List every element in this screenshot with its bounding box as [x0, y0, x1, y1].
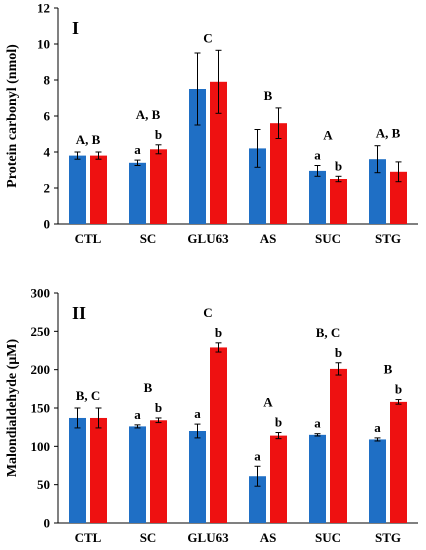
bar-annotation: b — [395, 382, 402, 397]
group-annotation: A — [323, 128, 333, 143]
bar-annotation: b — [155, 400, 162, 415]
bar — [129, 426, 146, 523]
y-tick-label: 250 — [31, 324, 51, 339]
bar — [309, 170, 326, 224]
bar-annotation: b — [275, 415, 282, 430]
y-tick-label: 50 — [37, 477, 50, 492]
group-annotation: B — [264, 88, 273, 103]
group-annotation: B — [144, 380, 153, 395]
group-annotation: A, B — [76, 132, 101, 147]
bar-annotation: a — [134, 407, 141, 422]
bar — [249, 148, 266, 224]
x-tick-label: AS — [260, 231, 277, 246]
group-annotation: B — [384, 362, 393, 377]
x-tick-label: STG — [375, 231, 401, 246]
x-tick-label: AS — [260, 530, 277, 545]
y-tick-label: 4 — [44, 145, 51, 160]
group-annotation: C — [203, 305, 212, 320]
bar — [309, 434, 326, 523]
x-tick-label: SUC — [315, 231, 341, 246]
y-tick-label: 150 — [31, 401, 51, 416]
y-tick-label: 12 — [37, 1, 50, 16]
bar — [330, 179, 347, 224]
bar — [69, 417, 86, 523]
bar — [69, 155, 86, 224]
bar — [150, 420, 167, 523]
y-tick-label: 0 — [44, 217, 51, 232]
panel-label: II — [72, 303, 86, 323]
bar-annotation: a — [314, 148, 321, 163]
y-tick-label: 8 — [44, 73, 51, 88]
y-tick-label: 200 — [31, 362, 51, 377]
bar — [270, 435, 287, 523]
bar-annotation: a — [314, 416, 321, 431]
bar-annotation: b — [335, 345, 342, 360]
bar — [210, 81, 227, 224]
y-axis-title: Protein carbonyl (nmol) — [5, 44, 20, 188]
bar-annotation: b — [155, 127, 162, 142]
x-tick-label: SC — [140, 530, 157, 545]
bar — [90, 155, 107, 224]
group-annotation: B, C — [316, 325, 341, 340]
x-tick-label: CTL — [75, 530, 102, 545]
x-tick-label: GLU63 — [187, 530, 229, 545]
bar — [129, 162, 146, 224]
y-tick-label: 6 — [44, 109, 51, 124]
group-annotation: C — [203, 30, 212, 45]
bar — [369, 159, 386, 224]
bar-annotation: a — [194, 406, 201, 421]
bar — [369, 439, 386, 523]
x-tick-label: STG — [375, 530, 401, 545]
y-tick-label: 10 — [37, 37, 50, 52]
y-tick-label: 2 — [44, 181, 51, 196]
y-tick-label: 300 — [31, 286, 51, 301]
bar — [390, 171, 407, 224]
group-annotation: B, C — [76, 388, 101, 403]
bar-annotation: a — [134, 142, 141, 157]
group-annotation: A, B — [136, 107, 161, 122]
x-tick-label: GLU63 — [187, 231, 229, 246]
bar — [210, 347, 227, 523]
x-tick-label: SC — [140, 231, 157, 246]
bar — [249, 476, 266, 523]
bar — [189, 89, 206, 224]
group-annotation: A — [263, 395, 273, 410]
x-tick-label: SUC — [315, 530, 341, 545]
bar — [330, 368, 347, 523]
bar — [270, 123, 287, 224]
bar — [150, 149, 167, 224]
x-tick-label: CTL — [75, 231, 102, 246]
panel-label: I — [72, 18, 79, 38]
bar-annotation: a — [374, 420, 381, 435]
group-annotation: A, B — [376, 126, 401, 141]
y-tick-label: 100 — [31, 439, 51, 454]
bar — [390, 401, 407, 523]
bar — [90, 417, 107, 523]
bar — [189, 431, 206, 523]
y-tick-label: 0 — [44, 516, 51, 531]
y-axis-title: Malondialdehyde (µM) — [5, 338, 20, 477]
bar-annotation: a — [254, 448, 261, 463]
bar-annotation: b — [215, 325, 222, 340]
bar-annotation: b — [335, 158, 342, 173]
